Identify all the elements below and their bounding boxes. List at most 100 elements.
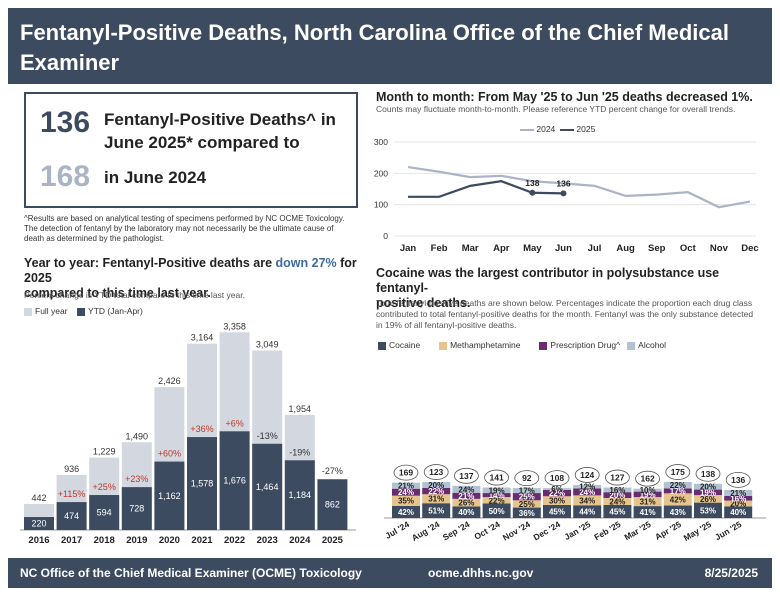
segment-prescription-drug- [512, 493, 541, 501]
segment-alcohol [694, 483, 722, 490]
segment-pct-label: 21% [730, 489, 746, 498]
total-bubble [635, 470, 661, 487]
footer-date: 8/25/2025 [704, 566, 758, 580]
header-title-line1: Fentanyl-Positive Deaths, North Carolina… [20, 20, 730, 75]
current-count: 136 [40, 106, 91, 139]
segment-pct-label: 26% [700, 495, 716, 504]
poly-heading-line2: positive deaths. [376, 296, 471, 310]
yearly-heading-down: down 27% [275, 256, 337, 270]
year-tick-label: 2024 [289, 535, 311, 546]
segment-pct-label: 20% [609, 491, 625, 500]
total-bubble [695, 465, 721, 482]
full-year-label: 2,426 [158, 376, 181, 386]
segment-methamphetamine [603, 497, 632, 505]
segment-cocaine [512, 507, 541, 518]
segment-pct-label: 22% [489, 496, 505, 505]
segment-pct-label: 40% [458, 508, 474, 517]
segment-prescription-drug- [422, 487, 451, 495]
segment-pct-label: 14% [489, 491, 505, 500]
month-tick-label: Apr [493, 243, 510, 254]
ytd-label: 474 [64, 511, 79, 521]
legend-rx-label: Prescription Drug^ [550, 340, 621, 350]
pct-change-label: -27% [322, 466, 343, 476]
segment-cocaine [573, 505, 602, 518]
legend-swatch-alcohol [627, 341, 636, 350]
monthly-heading: Month to month: From May '25 to Jun '25 … [376, 90, 753, 104]
y-tick-label: 300 [374, 137, 388, 147]
month-tick-label: Feb [431, 243, 448, 254]
ytd-label: 1,578 [191, 479, 214, 489]
legend-2025-label: 2025 [576, 124, 596, 134]
legend-line-2025 [560, 128, 575, 131]
total-bubble [423, 464, 449, 480]
segment-methamphetamine [512, 500, 541, 508]
total-label: 92 [522, 473, 532, 483]
full-year-label: 1,229 [93, 447, 116, 457]
segment-prescription-drug- [392, 488, 420, 496]
pct-change-label: +6% [225, 418, 243, 428]
yearly-subtitle: Percent change is YTD total compare to t… [24, 290, 245, 300]
segment-pct-label: 22% [549, 489, 565, 498]
segment-pct-label: 20% [730, 500, 746, 509]
segment-methamphetamine [543, 496, 571, 505]
segment-cocaine [603, 504, 632, 518]
year-tick-label: 2022 [224, 535, 245, 546]
segment-methamphetamine [633, 497, 662, 507]
pct-change-label: +25% [93, 482, 116, 492]
point-label: 138 [525, 178, 539, 188]
segment-pct-label: 17% [519, 487, 535, 496]
month-tick-label: May '25 [682, 519, 714, 543]
total-label: 124 [580, 470, 594, 480]
segment-pct-label: 24% [579, 488, 595, 497]
legend-swatch-cocaine [378, 341, 386, 350]
segment-pct-label: 19% [489, 486, 505, 495]
pct-change-label: -13% [257, 431, 278, 441]
point-label: 136 [556, 178, 570, 188]
total-label: 137 [459, 471, 473, 481]
yearly-heading: Year to year: Fentanyl-Positive deaths a… [24, 256, 364, 301]
legend-meth-label: Methamphetamine [450, 340, 521, 350]
full-year-label: 442 [31, 493, 46, 503]
yearly-heading-part1: Year to year: Fentanyl-Positive deaths a… [24, 256, 273, 270]
year-tick-label: 2021 [191, 535, 213, 546]
segment-pct-label: 53% [700, 506, 716, 515]
pct-change-label: +60% [158, 449, 181, 459]
total-label: 136 [731, 475, 745, 485]
legend-2024-label: 2024 [536, 124, 556, 134]
full-year-label: 3,049 [256, 339, 279, 349]
segment-methamphetamine [724, 500, 753, 507]
y-tick-label: 0 [383, 231, 388, 241]
legend-swatch-full [24, 307, 32, 316]
full-year-label: 3,164 [191, 333, 214, 343]
segment-pct-label: 20% [700, 483, 716, 492]
report-footer: NC Office of the Chief Medical Examiner … [8, 558, 772, 588]
monthly-line-chart: 0 100 200 300 138 136 Jan Feb Mar Apr May Jun Jul Aug… [374, 137, 759, 254]
ytd-bar [56, 502, 87, 530]
segment-prescription-drug- [482, 493, 511, 498]
legend-alcohol-label: Alcohol [638, 340, 667, 350]
segment-pct-label: 44% [579, 508, 595, 517]
legend-swatch-meth [439, 341, 448, 350]
total-bubble [484, 469, 510, 486]
month-tick-label: Dec '24 [532, 519, 563, 543]
segment-alcohol [543, 488, 571, 490]
total-label: 175 [671, 467, 685, 477]
segment-methamphetamine [663, 493, 692, 506]
month-tick-label: Nov '24 [501, 519, 532, 543]
y-tick-label: 100 [374, 200, 388, 210]
point-marker [529, 189, 536, 196]
total-label: 138 [701, 469, 715, 479]
ytd-label: 1,162 [158, 491, 181, 501]
footer-left: NC Office of the Chief Medical Examiner … [20, 566, 362, 580]
summary-box: 136 Fentanyl-Positive Deaths^ in June 20… [24, 92, 358, 208]
month-tick-label: Jun [555, 243, 572, 254]
month-tick-label: Sep '24 [441, 519, 472, 543]
total-bubble [665, 464, 691, 480]
footer-url: ocme.dhhs.nc.gov [428, 566, 534, 580]
segment-methamphetamine [482, 497, 511, 504]
year-tick-label: 2020 [159, 535, 180, 546]
total-label: 127 [610, 473, 624, 483]
segment-pct-label: 31% [428, 495, 444, 504]
ytd-bar [252, 443, 283, 530]
full-year-label: 3,358 [223, 321, 246, 331]
